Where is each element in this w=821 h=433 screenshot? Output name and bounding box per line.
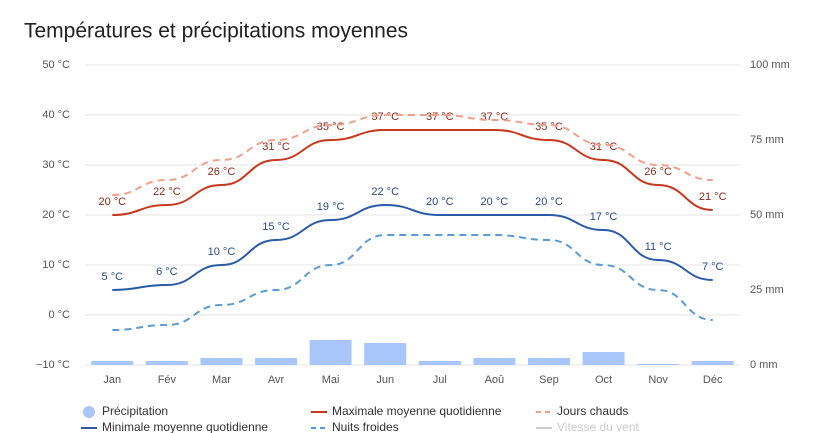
- x-tick-label: Aoû: [485, 374, 505, 386]
- data-label: 20 °C: [535, 196, 563, 208]
- y2-tick-label: 50 mm: [750, 209, 784, 221]
- y-tick-label: 20 °C: [42, 209, 70, 221]
- legend-label[interactable]: Minimale moyenne quotidienne: [102, 420, 268, 433]
- data-label: 22 °C: [153, 186, 181, 198]
- x-tick-label: Jan: [103, 374, 121, 386]
- precip-bar: [364, 343, 407, 365]
- y-tick-label: 30 °C: [42, 159, 70, 171]
- precip-bar: [255, 358, 298, 365]
- legend-label[interactable]: Nuits froides: [332, 420, 399, 433]
- data-label: 5 °C: [102, 271, 124, 283]
- y2-tick-label: 100 mm: [750, 59, 790, 71]
- series-line: [112, 234, 713, 331]
- series-line: [112, 129, 713, 216]
- legend-label[interactable]: Maximale moyenne quotidienne: [332, 404, 502, 418]
- x-tick-label: Oct: [595, 374, 612, 386]
- x-tick-label: Fév: [158, 374, 177, 386]
- x-tick-label: Nov: [648, 374, 668, 386]
- x-tick-label: Avr: [268, 374, 285, 386]
- series-line: [112, 203, 713, 291]
- precip-bar: [91, 361, 134, 365]
- data-label: 15 °C: [262, 221, 290, 233]
- precip-bar: [691, 361, 734, 365]
- precip-bar: [145, 361, 188, 365]
- data-label: 37 °C: [371, 111, 399, 123]
- data-label: 20 °C: [98, 196, 126, 208]
- legend-marker[interactable]: [83, 406, 95, 418]
- y-tick-label: 40 °C: [42, 109, 70, 121]
- data-label: 26 °C: [208, 166, 236, 178]
- y-tick-label: 50 °C: [42, 59, 70, 71]
- y2-tick-label: 25 mm: [750, 284, 784, 296]
- chart-title: Températures et précipitations moyennes: [24, 20, 408, 43]
- x-tick-label: Jun: [376, 374, 394, 386]
- data-label: 26 °C: [644, 166, 672, 178]
- y-tick-label: 0 °C: [48, 309, 70, 321]
- data-label: 10 °C: [208, 246, 236, 258]
- data-label: 21 °C: [699, 191, 727, 203]
- y-tick-label: 10 °C: [42, 259, 70, 271]
- precip-bar: [473, 358, 516, 365]
- x-tick-label: Jul: [433, 374, 447, 386]
- y2-tick-label: 75 mm: [750, 134, 784, 146]
- precip-bar: [418, 361, 461, 365]
- data-label: 37 °C: [426, 111, 454, 123]
- data-label: 20 °C: [426, 196, 454, 208]
- y-tick-label: −10 °C: [36, 359, 70, 371]
- data-label: 37 °C: [481, 111, 509, 123]
- data-label: 20 °C: [481, 196, 509, 208]
- data-label: 35 °C: [535, 121, 563, 133]
- data-label: 7 °C: [702, 261, 724, 273]
- data-label: 6 °C: [156, 266, 178, 278]
- legend-label[interactable]: Précipitation: [102, 404, 168, 418]
- data-label: 17 °C: [590, 211, 618, 223]
- precip-bar: [200, 358, 243, 365]
- legend-label[interactable]: Jours chauds: [557, 404, 628, 418]
- precip-bar: [637, 364, 680, 365]
- legend-label[interactable]: Vitesse du vent: [557, 420, 639, 433]
- precip-bar: [582, 352, 625, 365]
- precip-bar: [527, 358, 570, 365]
- x-tick-label: Sep: [539, 374, 559, 386]
- x-tick-label: Déc: [703, 374, 723, 386]
- data-label: 19 °C: [317, 201, 345, 213]
- data-label: 31 °C: [262, 141, 290, 153]
- data-label: 22 °C: [371, 186, 399, 198]
- data-label: 35 °C: [317, 121, 345, 133]
- y2-tick-label: 0 mm: [750, 359, 778, 371]
- x-tick-label: Mai: [322, 374, 340, 386]
- x-tick-label: Mar: [212, 374, 231, 386]
- precip-bar: [309, 340, 352, 365]
- data-label: 11 °C: [645, 241, 672, 253]
